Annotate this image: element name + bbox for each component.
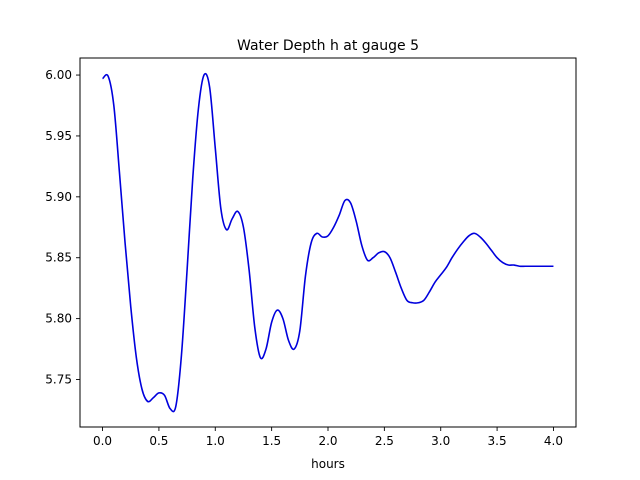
chart-title: Water Depth h at gauge 5: [237, 38, 419, 54]
y-tick-label: 5.75: [45, 373, 72, 387]
y-tick-label: 5.85: [45, 251, 72, 265]
x-tick-label: 3.5: [488, 434, 507, 448]
plot-frame: [79, 57, 577, 428]
x-tick-label: 1.5: [262, 434, 281, 448]
x-axis-label: hours: [311, 457, 345, 471]
x-tick-label: 1.0: [206, 434, 225, 448]
x-tick-label: 4.0: [544, 434, 563, 448]
y-axis: 5.75 5.80 5.85 5.90 5.95 6.00: [45, 68, 80, 387]
series-line-0: [102, 72, 554, 413]
y-tick-label: 6.00: [45, 68, 72, 82]
x-tick-label: 2.0: [318, 434, 337, 448]
x-tick-label: 0.5: [149, 434, 168, 448]
x-tick-label: 2.5: [375, 434, 394, 448]
x-tick-label: 3.0: [431, 434, 450, 448]
y-tick-label: 5.95: [45, 129, 72, 143]
x-axis: 0.0 0.5 1.0 1.5 2.0 2.5 3.0 3.5 4.0: [93, 427, 563, 448]
y-tick-label: 5.90: [45, 190, 72, 204]
y-tick-label: 5.80: [45, 312, 72, 326]
x-tick-label: 0.0: [93, 434, 112, 448]
plot-area: [102, 72, 554, 413]
